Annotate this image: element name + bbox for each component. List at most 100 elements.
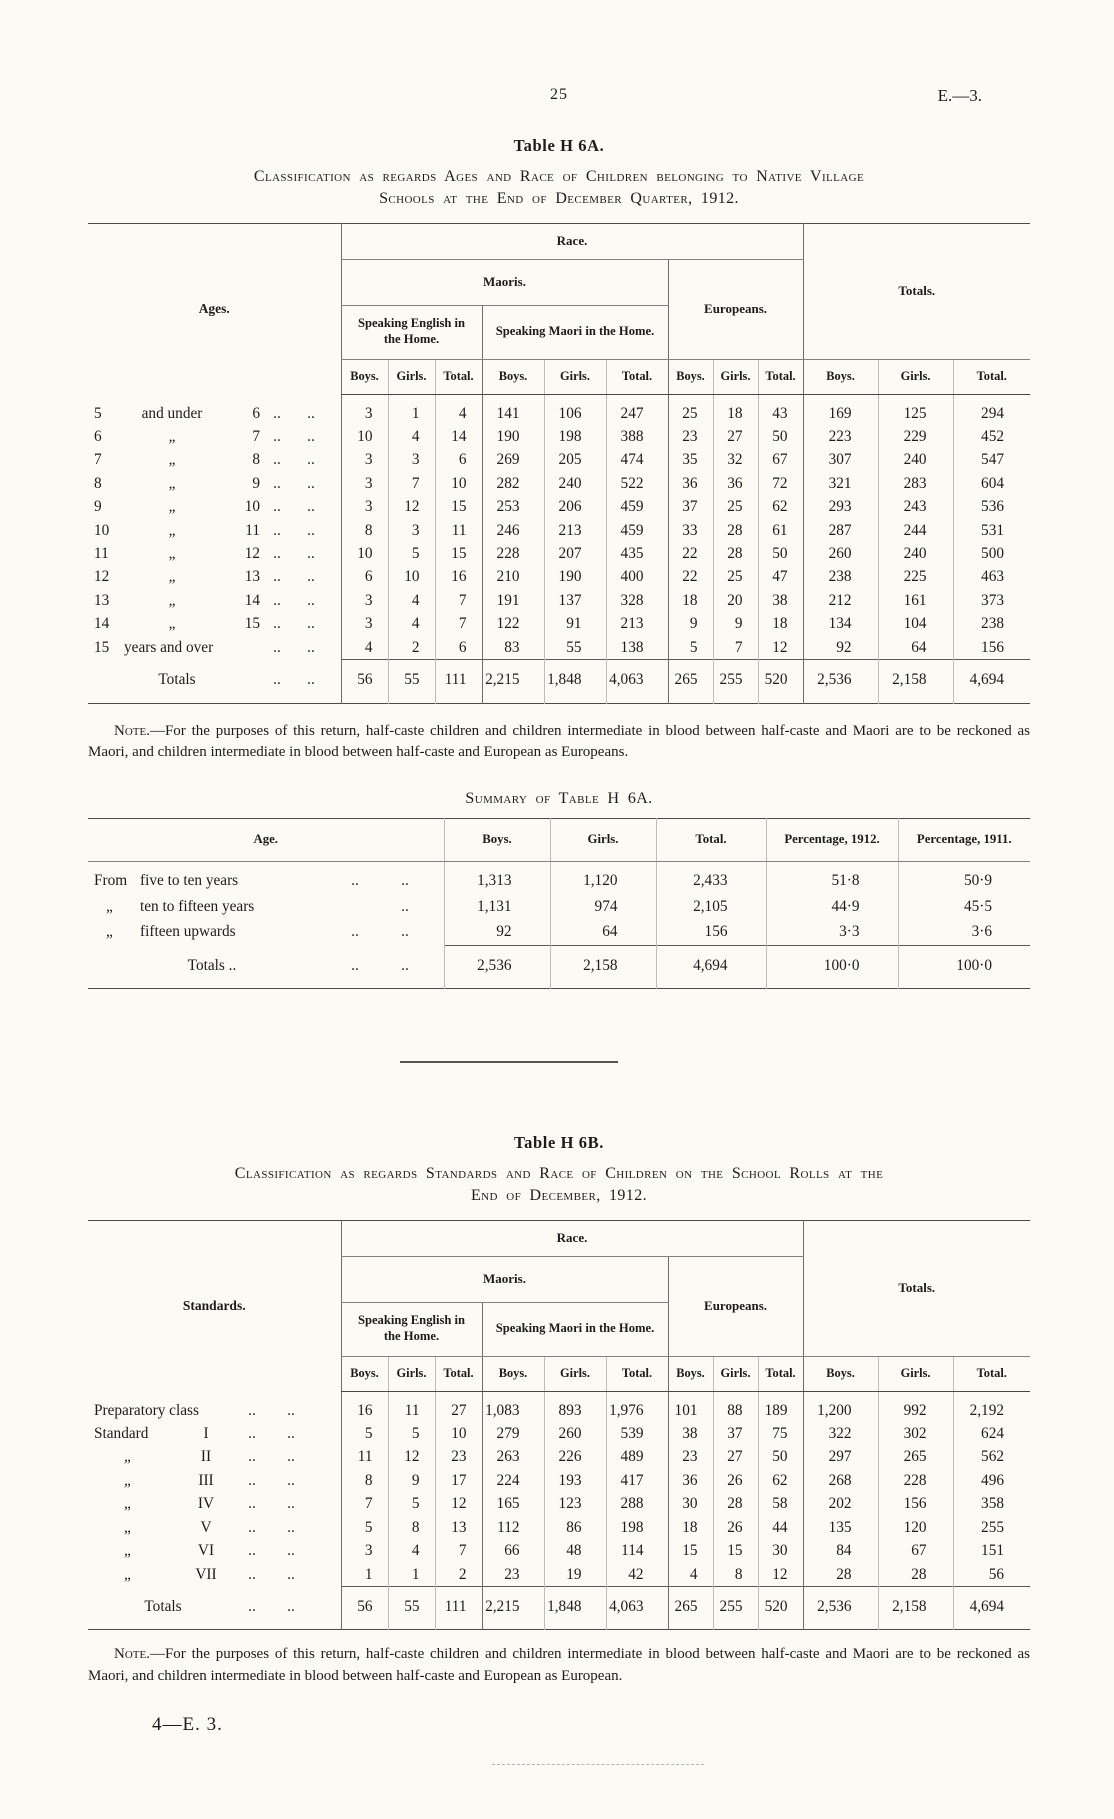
- totals-row: Totals.... 56 55 111 2,215 1,848 4,063 265 255 52…: [88, 659, 1030, 704]
- table-row: 12 „ 13.... 6 10 16 210 190 400 22 25 47 238 225 463: [88, 565, 1030, 589]
- dot-leader: ..: [307, 521, 315, 539]
- cell: 7: [434, 612, 482, 636]
- cell: 38: [757, 588, 804, 613]
- dot-leader: ..: [273, 568, 281, 586]
- cell: 100·0: [765, 944, 898, 989]
- dot-leader: ..: [351, 956, 359, 974]
- cell: 238: [952, 612, 1030, 636]
- table-h6b: Standards. Race. Totals. Maoris. Europea…: [88, 1219, 1030, 1631]
- dot-leader: ..: [307, 568, 315, 586]
- cell: 522: [605, 471, 668, 496]
- cell: 400: [605, 565, 668, 589]
- label-part: Totals ..: [187, 956, 237, 974]
- label-part: Preparatory class: [94, 1401, 199, 1419]
- row-label: 13 „ 14....: [88, 589, 341, 612]
- col-header-age: Age.: [88, 818, 444, 863]
- cell: 100·0: [897, 944, 1030, 989]
- cell: 4,063: [605, 1585, 668, 1630]
- cell: 288: [605, 1492, 668, 1516]
- cell: 83: [481, 635, 544, 660]
- label-part: VII: [195, 1565, 217, 1583]
- cell: 5: [667, 635, 713, 660]
- dot-leader: ..: [401, 956, 409, 974]
- cell: 189: [757, 1391, 804, 1423]
- cell: 18: [667, 1515, 713, 1540]
- row-label: From five to ten years....: [88, 862, 444, 894]
- row-label: „ III....: [88, 1469, 341, 1492]
- cell: 282: [481, 471, 544, 496]
- row-label: Preparatory class....: [88, 1391, 341, 1422]
- cell: 47: [757, 565, 804, 589]
- cell: 1: [387, 1562, 435, 1587]
- label-part: 6: [252, 404, 260, 422]
- cell: 14: [434, 424, 482, 449]
- dot-leader: ..: [273, 671, 281, 689]
- cell: 974: [549, 893, 656, 920]
- row-label: Standard I....: [88, 1422, 341, 1445]
- dot-leader: ..: [351, 923, 359, 941]
- dot-leader: ..: [273, 521, 281, 539]
- cell: 50: [757, 542, 804, 566]
- table-row: „ VI.... 3 4 7 66 48 114 15 15 30 84 67 151: [88, 1539, 1030, 1563]
- col-header-total: Total.: [655, 818, 766, 863]
- page-number: 25: [550, 86, 568, 103]
- cell: 1,131: [443, 893, 550, 920]
- cell: 37: [712, 1422, 758, 1446]
- cell: 36: [667, 471, 713, 496]
- cell: 10: [434, 471, 482, 496]
- cell: 6: [434, 448, 482, 472]
- cell: 4: [434, 394, 482, 425]
- label-part: I: [203, 1425, 209, 1443]
- dot-leader: ..: [307, 427, 315, 445]
- cell: 4: [340, 635, 388, 660]
- cell: 3: [387, 448, 435, 472]
- dot-leader: ..: [273, 545, 281, 563]
- cell: 67: [757, 448, 804, 472]
- row-label: 5 and under 6....: [88, 394, 341, 425]
- dot-leader: ..: [273, 591, 281, 609]
- summary-title: Summary of Table H 6A.: [465, 789, 653, 807]
- cell: 190: [481, 424, 544, 449]
- cell: 202: [802, 1492, 879, 1516]
- label-part: 9: [252, 474, 260, 492]
- label-part: 11: [245, 521, 260, 539]
- cell: 243: [877, 495, 954, 519]
- note-text: —For the purposes of this return, half-c…: [88, 1646, 1030, 1684]
- cell: 265: [667, 659, 713, 704]
- dot-leader: ..: [273, 638, 281, 656]
- cell: 30: [757, 1539, 804, 1563]
- cell: 1: [340, 1562, 388, 1587]
- cell: 11: [340, 1445, 388, 1469]
- cell: 42: [605, 1562, 668, 1587]
- cell: 75: [757, 1422, 804, 1446]
- cell: 28: [712, 542, 758, 566]
- cell: 2,536: [802, 1585, 879, 1630]
- table-h6b-caption: Classification as regards Standards and …: [99, 1163, 1019, 1208]
- cell: 61: [757, 518, 804, 543]
- cell: 500: [952, 542, 1030, 566]
- col-header-boys: Boys.: [443, 818, 550, 863]
- row-label: „ V....: [88, 1516, 341, 1539]
- cell: 3: [340, 448, 388, 472]
- cell: 9: [667, 612, 713, 636]
- cell: 8: [712, 1562, 758, 1587]
- dot-leader: ..: [401, 923, 409, 941]
- cell: 27: [434, 1391, 482, 1423]
- cell: 15: [434, 495, 482, 519]
- cell: 328: [605, 588, 668, 613]
- label-part: 8: [252, 451, 260, 469]
- dot-leader: ..: [248, 1597, 256, 1615]
- cell: 111: [434, 659, 482, 704]
- cell: 137: [543, 588, 606, 613]
- label-part: five to ten years: [140, 872, 239, 890]
- cell: 11: [434, 518, 482, 543]
- cell: 35: [667, 448, 713, 472]
- cell: 9: [712, 612, 758, 636]
- dot-leader: ..: [287, 1518, 295, 1536]
- cell: 265: [667, 1585, 713, 1630]
- cell: 293: [802, 495, 879, 519]
- cell: 520: [757, 1585, 804, 1630]
- cell: 283: [877, 471, 954, 496]
- label-part: 7: [94, 451, 102, 469]
- label-part: ten to fifteen years: [140, 897, 255, 915]
